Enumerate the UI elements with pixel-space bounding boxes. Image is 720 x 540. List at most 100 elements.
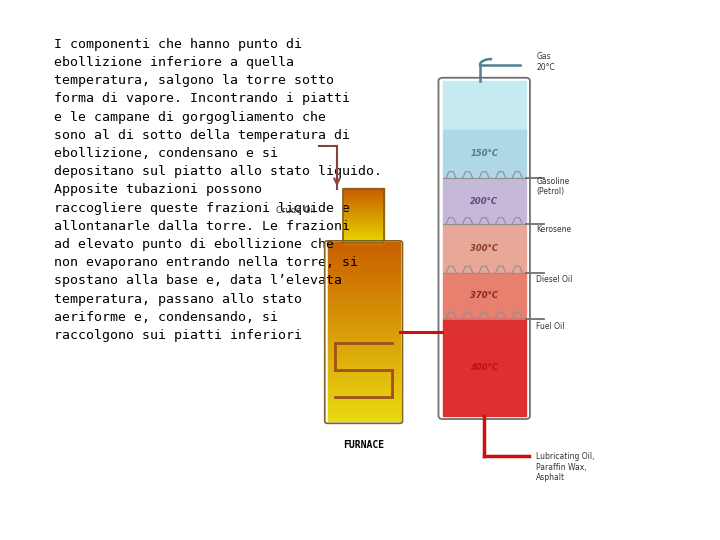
Bar <box>328 380 400 386</box>
Bar <box>328 322 400 328</box>
Bar <box>328 273 400 279</box>
Bar <box>328 327 400 332</box>
Bar <box>343 192 384 194</box>
Bar <box>343 229 384 231</box>
Bar <box>328 304 400 310</box>
Bar <box>328 331 400 336</box>
Bar <box>343 206 384 208</box>
Bar <box>343 240 384 241</box>
Bar <box>343 210 384 212</box>
Bar <box>328 309 400 314</box>
Text: 300°C: 300°C <box>470 244 498 253</box>
Bar <box>343 226 384 228</box>
Bar <box>343 213 384 214</box>
Bar <box>343 217 384 219</box>
Bar <box>343 190 384 192</box>
Text: Gas
20°C: Gas 20°C <box>536 52 555 72</box>
Bar <box>343 238 384 240</box>
Bar <box>343 219 384 221</box>
Bar <box>343 201 384 202</box>
Bar <box>343 212 384 213</box>
Text: Crude Oil: Crude Oil <box>276 206 315 215</box>
Bar <box>343 188 384 191</box>
Bar <box>343 197 384 198</box>
Bar <box>328 278 400 283</box>
Text: Lubricating Oil,
Paraffin Wax,
Asphalt: Lubricating Oil, Paraffin Wax, Asphalt <box>536 452 595 482</box>
Bar <box>443 81 526 130</box>
Text: Kerosene: Kerosene <box>536 225 572 234</box>
Bar <box>328 393 400 399</box>
Bar <box>343 194 384 195</box>
Bar <box>343 199 384 201</box>
Bar <box>343 189 384 243</box>
Bar <box>343 230 384 232</box>
Bar <box>328 300 400 305</box>
Text: I componenti che hanno punto di
ebollizione inferiore a quella
temperatura, salg: I componenti che hanno punto di ebollizi… <box>54 38 382 342</box>
Bar <box>343 207 384 209</box>
Bar <box>328 255 400 261</box>
Text: 400°C: 400°C <box>470 363 498 372</box>
Bar <box>328 264 400 269</box>
Bar <box>328 318 400 323</box>
Text: FURNACE: FURNACE <box>343 440 384 450</box>
Text: 200°C: 200°C <box>470 197 498 206</box>
Bar <box>328 282 400 287</box>
Bar <box>328 376 400 381</box>
Bar <box>343 237 384 239</box>
Bar <box>343 198 384 200</box>
Bar <box>328 402 400 408</box>
Bar <box>328 357 400 363</box>
Bar <box>443 178 526 224</box>
Bar <box>343 218 384 220</box>
Bar <box>443 319 526 416</box>
Bar <box>443 273 526 319</box>
Bar <box>328 295 400 301</box>
Bar <box>328 411 400 417</box>
Text: Diesel Oil: Diesel Oil <box>536 275 573 284</box>
Bar <box>328 313 400 319</box>
Bar <box>343 191 384 193</box>
Bar <box>343 205 384 206</box>
Bar <box>343 202 384 204</box>
Bar <box>328 268 400 274</box>
Bar <box>343 209 384 211</box>
Bar <box>343 222 384 224</box>
Text: 150°C: 150°C <box>470 150 498 158</box>
Bar <box>343 235 384 238</box>
Bar <box>328 340 400 346</box>
Bar <box>328 260 400 265</box>
Bar <box>328 349 400 354</box>
Bar <box>328 246 400 252</box>
Bar <box>343 234 384 237</box>
Bar <box>343 195 384 197</box>
Bar <box>328 389 400 394</box>
Text: 370°C: 370°C <box>470 291 498 300</box>
Bar <box>328 335 400 341</box>
Bar <box>343 224 384 226</box>
Bar <box>343 227 384 230</box>
Bar <box>343 241 384 243</box>
Bar <box>343 225 384 227</box>
Bar <box>328 362 400 368</box>
Text: Gasoline
(Petrol): Gasoline (Petrol) <box>536 177 570 196</box>
Text: Fuel Oil: Fuel Oil <box>536 322 565 330</box>
Bar <box>328 286 400 292</box>
Bar <box>328 242 400 247</box>
Bar <box>328 384 400 390</box>
Bar <box>443 130 526 178</box>
Bar <box>328 416 400 421</box>
Bar <box>328 251 400 256</box>
Bar <box>343 232 384 233</box>
Bar <box>328 345 400 350</box>
Bar <box>328 398 400 403</box>
Bar <box>343 215 384 217</box>
Bar <box>328 291 400 296</box>
Bar <box>343 233 384 235</box>
Bar <box>443 224 526 273</box>
Bar <box>328 407 400 413</box>
Bar <box>328 353 400 359</box>
Bar <box>343 221 384 222</box>
Bar <box>328 367 400 372</box>
Bar <box>343 214 384 216</box>
Bar <box>343 203 384 205</box>
